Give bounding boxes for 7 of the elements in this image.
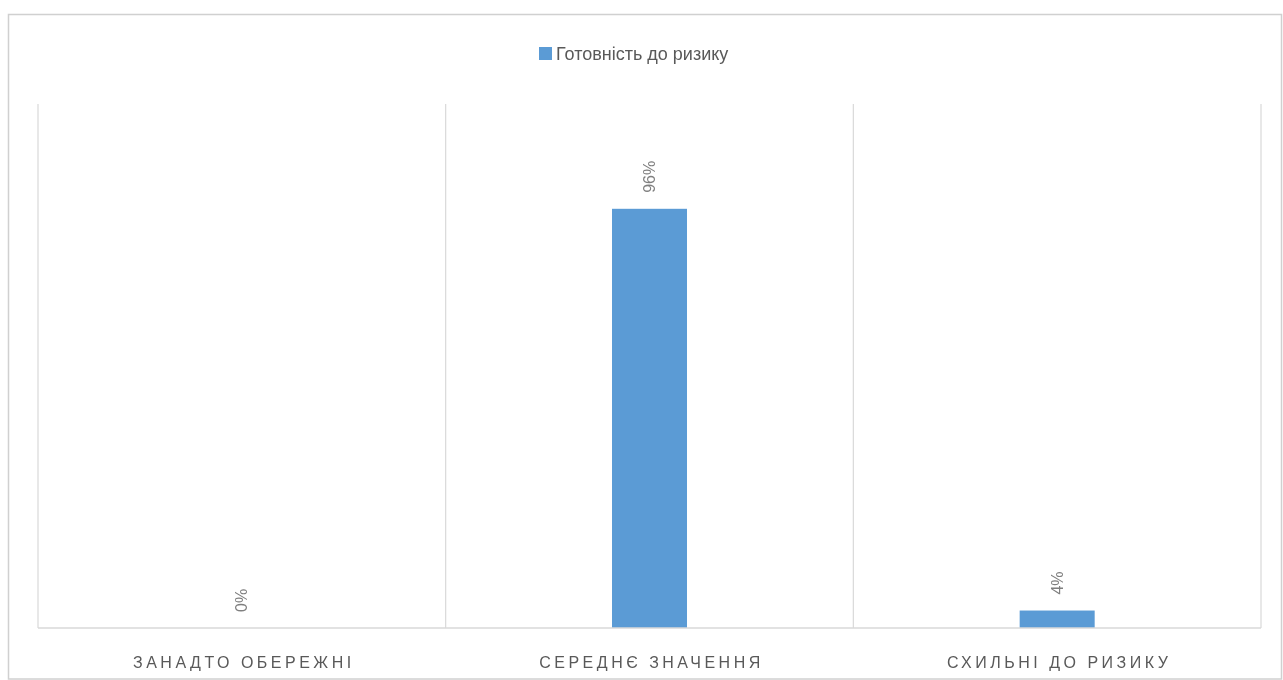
x-tick-label: СЕРЕДНЄ ЗНАЧЕННЯ (539, 654, 764, 671)
data-label: 4% (1048, 571, 1066, 595)
legend-label: Готовність до ризику (556, 44, 729, 64)
data-label: 0% (233, 588, 251, 612)
x-tick-label: ЗАНАДТО ОБЕРЕЖНІ (133, 654, 355, 671)
data-label: 96% (641, 160, 658, 193)
x-tick-label: СХИЛЬНІ ДО РИЗИКУ (946, 654, 1172, 671)
